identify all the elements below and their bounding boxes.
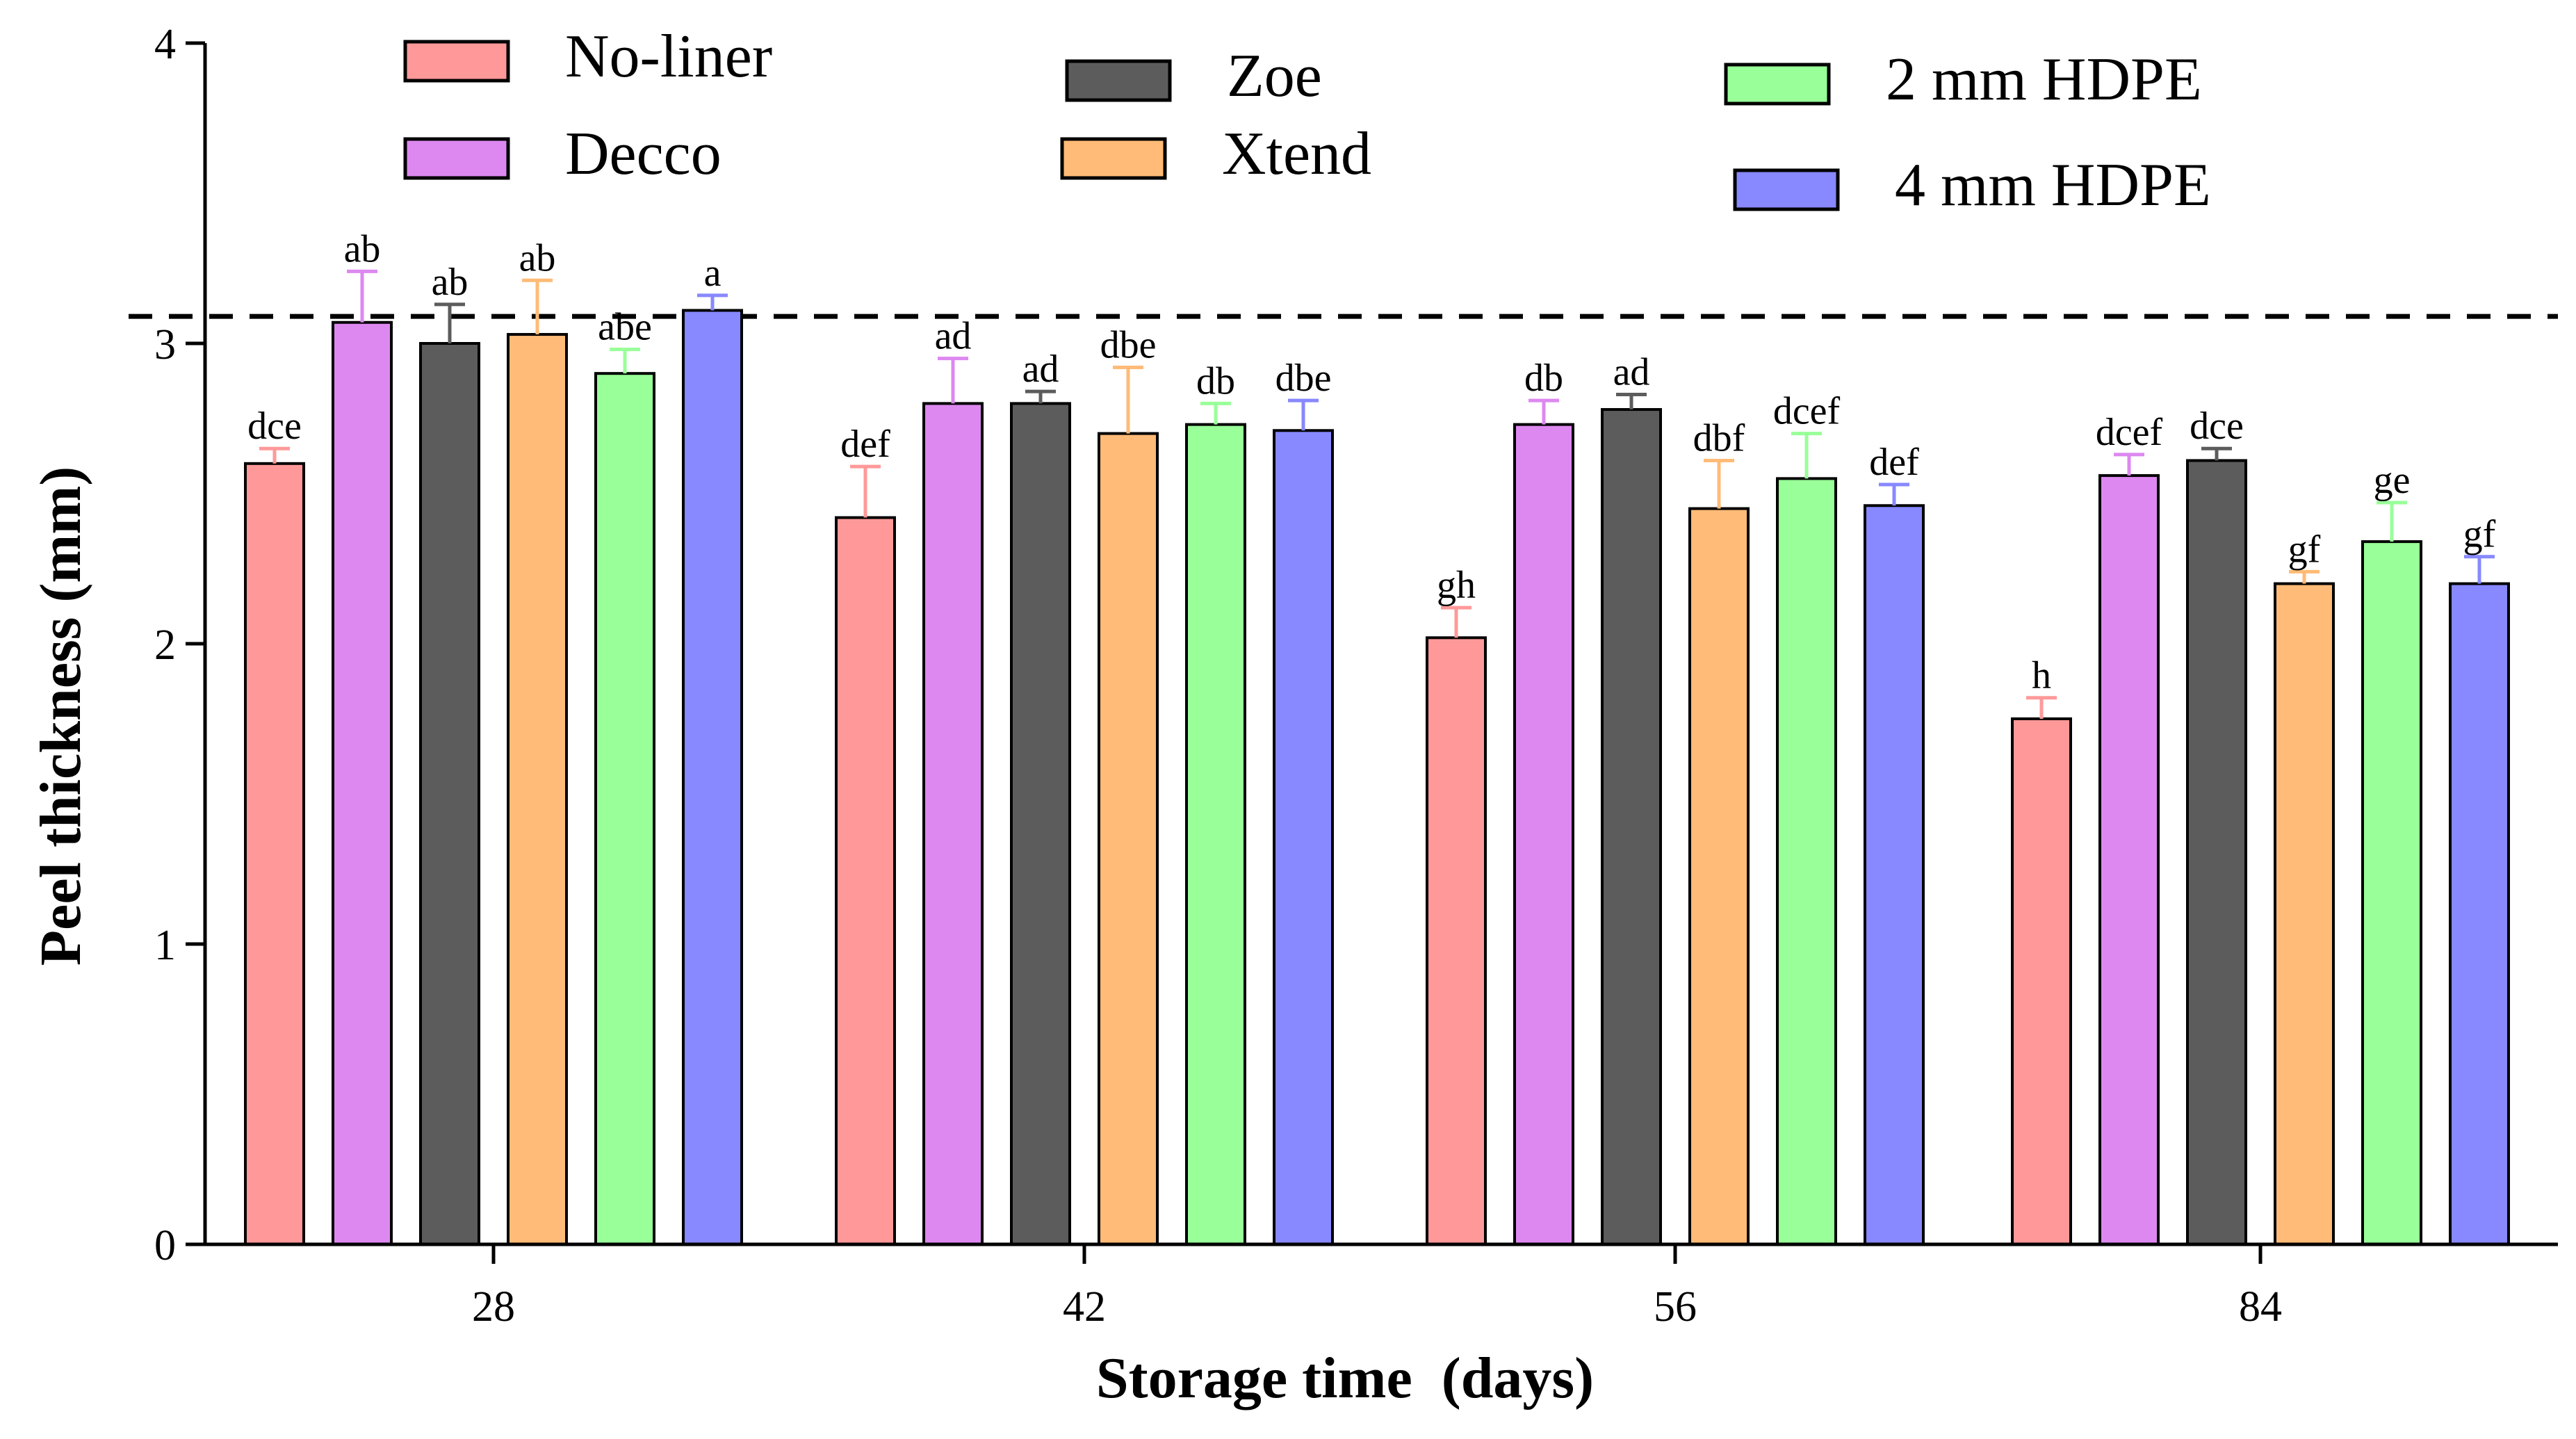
bar [1513,423,1574,1246]
legend-item: Xtend [1060,120,1371,188]
significance-label: dcef [2096,411,2163,454]
bar [1688,507,1750,1246]
bar [1601,408,1662,1246]
legend-item: 4 mm HDPE [1733,152,2211,219]
significance-label: def [1869,441,1919,484]
legend-label: Xtend [1222,120,1371,188]
bars [244,269,2510,1246]
bar [2098,474,2160,1246]
bar [419,342,480,1246]
bar [1864,504,1925,1246]
legend-label: Zoe [1227,42,1322,110]
significance-label: dbe [1100,324,1157,367]
y-tick-label: 0 [154,1222,176,1269]
legend-swatch [1060,137,1167,180]
bar [2361,540,2422,1246]
bar [2449,582,2510,1246]
x-axis-title: Storage time (days) [1096,1346,1594,1410]
bar [1426,636,1487,1246]
bar [507,333,568,1246]
legend-item: 2 mm HDPE [1724,46,2202,113]
x-tick-label: 56 [1654,1283,1697,1331]
bar [682,309,743,1246]
y-tick-label: 4 [154,21,176,68]
bar [2274,582,2335,1246]
significance-label: h [2032,654,2051,697]
significance-label: db [1524,357,1563,400]
legend-item: Zoe [1065,42,1322,110]
x-tick-label: 84 [2239,1283,2282,1331]
significance-label: gf [2288,528,2321,571]
legend-swatch [1065,59,1172,102]
legend-swatch [403,137,510,180]
y-axis-title: Peel thickness (mm) [28,466,93,966]
legend-swatch [1733,168,1840,211]
bar [835,516,896,1246]
legend-item: No-liner [403,23,772,90]
legend-label: 2 mm HDPE [1886,46,2202,113]
y-tick-label: 3 [154,321,176,368]
significance-label: ab [519,236,556,279]
significance-label: ge [2374,459,2411,502]
bar [1776,477,1837,1246]
significance-label: dcef [1773,390,1841,433]
significance-label: ab [344,227,381,270]
significance-label: ad [935,315,972,358]
legend-label: Decco [565,120,722,188]
bar [1185,423,1246,1246]
legend-label: 4 mm HDPE [1895,152,2211,219]
bar [1273,429,1334,1246]
y-axis: 0 1 2 3 4 [154,21,207,1269]
bar [1010,402,1071,1246]
bar [1098,432,1159,1246]
x-tick-label: 42 [1063,1283,1106,1331]
legend-swatch [1724,63,1831,106]
significance-label: db [1196,359,1235,403]
significance-label: a [704,252,722,295]
significance-label: dbf [1693,416,1745,460]
x-axis: 28 42 56 84 [205,1242,2558,1331]
significance-label: ad [1022,348,1059,391]
significance-label: def [840,423,890,466]
bar [244,462,305,1246]
legend-label: No-liner [565,23,772,90]
significance-label: gf [2463,513,2496,556]
bar [594,372,655,1246]
significance-label: ab [432,261,468,304]
significance-label: dbe [1275,357,1332,400]
bar [2186,459,2247,1246]
significance-label: dce [247,405,302,448]
x-tick-label: 28 [472,1283,515,1331]
significance-label: gh [1437,564,1476,607]
y-tick-label: 2 [154,621,176,669]
bar [2011,717,2072,1246]
significance-label: dce [2190,405,2244,448]
legend-item: Decco [403,120,722,188]
bar [922,402,984,1246]
bar [332,320,393,1246]
significance-label: ad [1613,350,1650,393]
significance-label: abe [598,306,652,349]
y-tick-label: 1 [154,922,176,969]
legend: No-liner Decco Zoe Xtend 2 mm HDPE 4 mm HDPE [403,23,2211,219]
legend-swatch [403,40,510,83]
